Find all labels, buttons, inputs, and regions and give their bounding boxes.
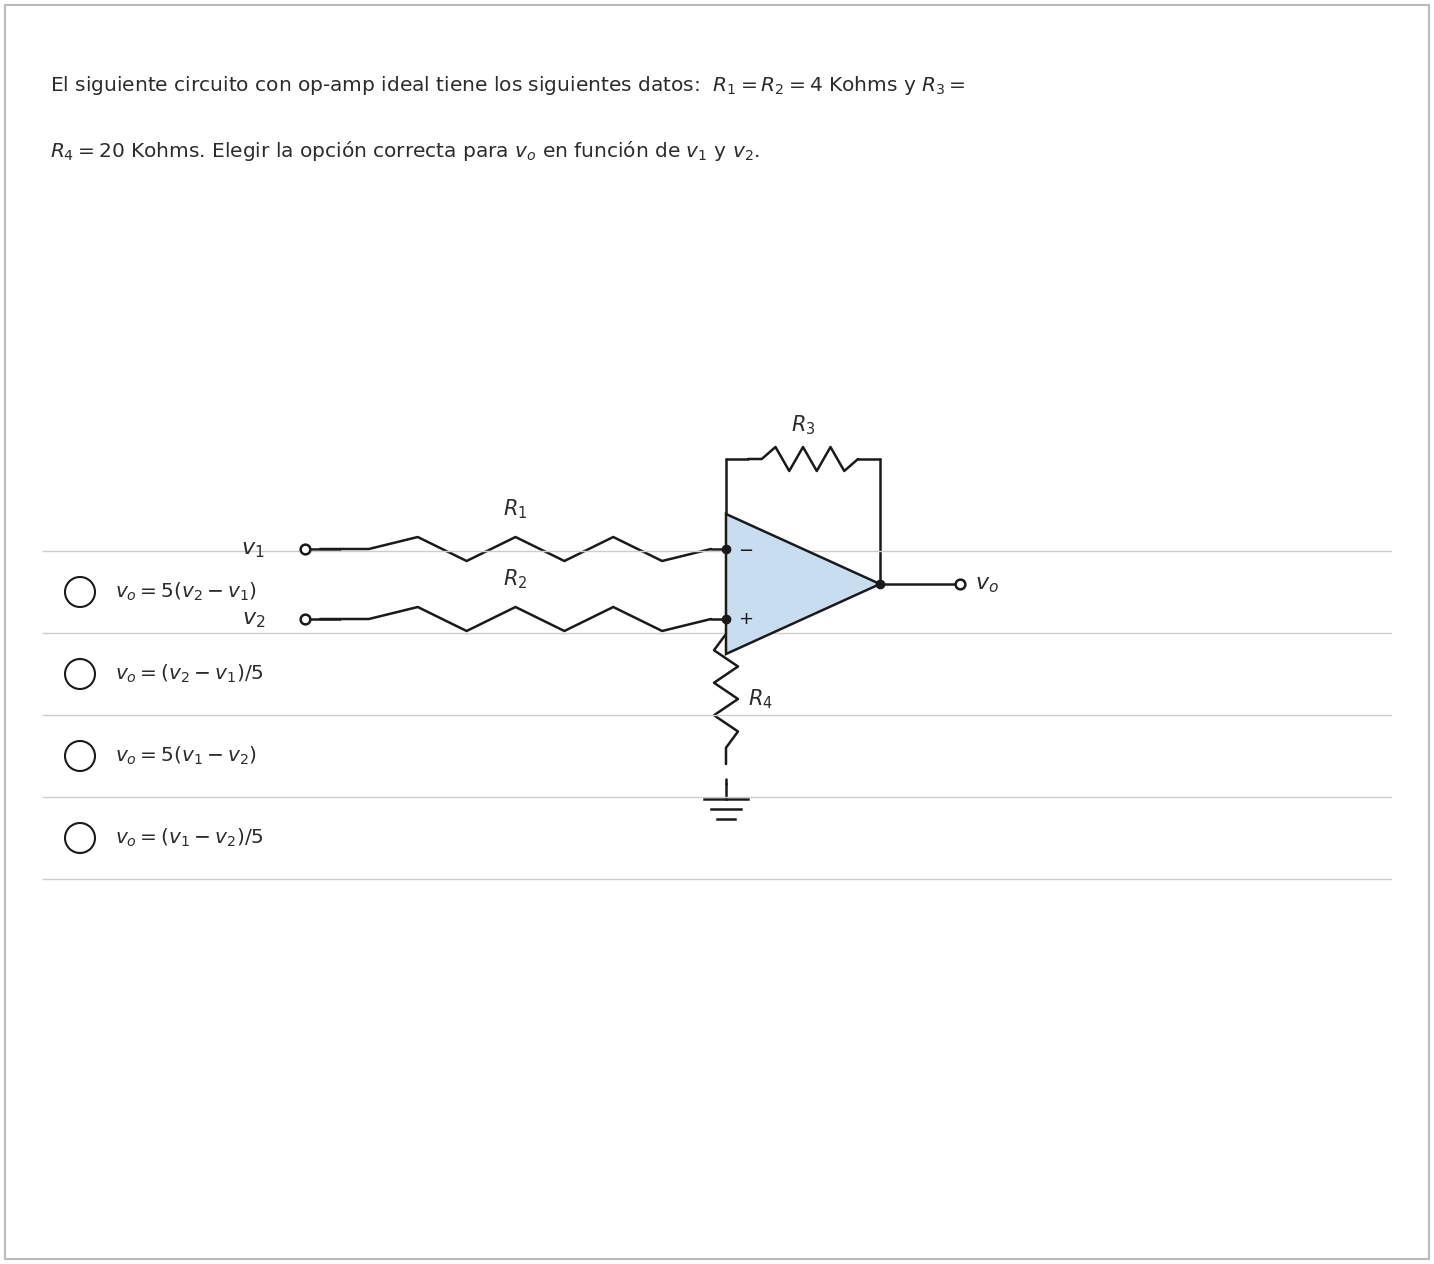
Text: $v_o = 5(v_2 - v_1)$: $v_o = 5(v_2 - v_1)$ <box>115 581 257 603</box>
Polygon shape <box>726 514 880 653</box>
Text: $R_3$: $R_3$ <box>790 413 816 437</box>
Text: $v_o$: $v_o$ <box>975 573 999 595</box>
Circle shape <box>65 659 95 689</box>
Text: $R_1$: $R_1$ <box>503 498 528 521</box>
Text: $v_1$: $v_1$ <box>241 538 265 560</box>
Circle shape <box>65 823 95 853</box>
Text: $R_4$: $R_4$ <box>749 688 773 710</box>
Text: $-$: $-$ <box>739 540 753 557</box>
Text: $v_2$: $v_2$ <box>241 608 265 629</box>
Text: $R_4 = 20$ Kohms. Elegir la opción correcta para $v_o$ en función de $v_1$ y $v_: $R_4 = 20$ Kohms. Elegir la opción corre… <box>50 139 760 163</box>
Text: $R_2$: $R_2$ <box>503 568 528 592</box>
Circle shape <box>65 576 95 607</box>
Text: $v_o = (v_2 - v_1)/5$: $v_o = (v_2 - v_1)/5$ <box>115 662 264 685</box>
Text: El siguiente circuito con op-amp ideal tiene los siguientes datos:  $R_1 = R_2 =: El siguiente circuito con op-amp ideal t… <box>50 75 965 97</box>
Circle shape <box>65 741 95 771</box>
Text: $+$: $+$ <box>739 611 753 628</box>
Text: $v_o = (v_1 - v_2)/5$: $v_o = (v_1 - v_2)/5$ <box>115 827 264 849</box>
Text: $v_o = 5(v_1 - v_2)$: $v_o = 5(v_1 - v_2)$ <box>115 744 257 767</box>
